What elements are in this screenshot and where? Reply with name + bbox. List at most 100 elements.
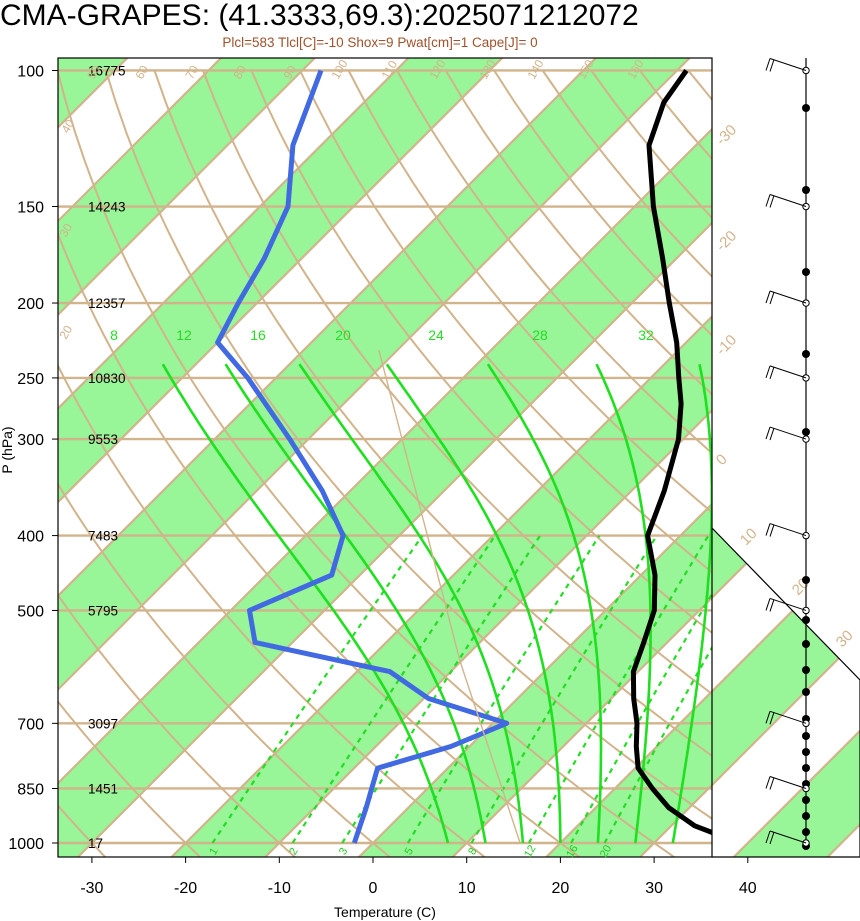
- wind-barb-shaft: [769, 710, 807, 724]
- pressure-tick-label: 1000: [8, 836, 44, 853]
- mixing-ratio-label: 1: [207, 846, 220, 857]
- wind-barb-shaft: [769, 523, 807, 537]
- mixing-ratio-line: [470, 535, 658, 844]
- wind-barb-flag: [769, 59, 775, 72]
- dry-adiabat: [58, 363, 487, 857]
- chart-title: CMA-GRAPES: (41.3333,69.3):2025071212072: [0, 0, 639, 32]
- wind-level-dot: [802, 796, 810, 804]
- top-isotherm-label: 70: [182, 63, 201, 82]
- pressure-tick-label: 300: [17, 432, 44, 449]
- isotherm: [58, 58, 847, 857]
- temperature-tick-label: 10: [458, 880, 476, 897]
- wind-barb-flag: [769, 427, 775, 441]
- wind-barb-flag: [769, 599, 775, 612]
- pressure-tick-label: 150: [17, 200, 44, 217]
- isotherm: [685, 58, 860, 857]
- isotherm-label: -10: [713, 331, 740, 358]
- height-label: 9553: [88, 432, 118, 447]
- wind-level-dot: [802, 268, 810, 276]
- wind-barb-flag: [765, 426, 771, 440]
- isotherm: [498, 58, 860, 857]
- wind-level-dot: [802, 640, 810, 648]
- wind-barb-shaft: [769, 365, 807, 379]
- pressure-tick-label: 700: [17, 716, 44, 733]
- isotherm-band: [499, 58, 860, 857]
- height-label: 14243: [88, 200, 126, 215]
- isotherm: [217, 58, 860, 857]
- wind-barb-shaft: [769, 776, 807, 789]
- x-axis-label: Temperature (C): [334, 904, 436, 920]
- wind-barb-flag: [765, 711, 771, 724]
- moist-adiabat: [161, 363, 450, 844]
- wind-level-dot: [802, 576, 810, 584]
- wind-barb-flag: [765, 58, 771, 71]
- height-label: 16775: [88, 63, 126, 78]
- temperature-tick-label: 40: [739, 880, 757, 897]
- wind-level-marker: [802, 66, 810, 75]
- wind-barb-flag: [765, 830, 771, 844]
- mixing-ratio-line: [527, 535, 710, 844]
- isotherm: [58, 58, 472, 857]
- wind-barb-flag: [765, 365, 771, 379]
- top-isotherm-label: 140: [524, 57, 546, 82]
- pressure-tick-label: 500: [17, 603, 44, 620]
- wind-level-dot: [802, 186, 810, 194]
- moist-adiabat-label: 24: [428, 327, 444, 343]
- isotherm-label: -30: [713, 121, 740, 148]
- height-label: 3097: [88, 716, 118, 731]
- wind-level-dot: [802, 104, 810, 112]
- height-label: 1451: [88, 781, 118, 796]
- top-isotherm-label: 100: [328, 57, 350, 82]
- isotherm: [58, 58, 659, 857]
- plot-frame: [57, 57, 713, 858]
- top-isotherm-label: 50: [84, 63, 103, 82]
- moist-adiabat: [224, 363, 487, 844]
- isotherm: [58, 58, 566, 857]
- top-isotherm-label: 80: [230, 63, 249, 82]
- dry-adiabat: [58, 231, 582, 857]
- wind-level-dot: [802, 828, 810, 836]
- wind-barb-flag: [769, 777, 775, 790]
- wind-level-dot: [802, 616, 810, 624]
- temperature-tick-label: -10: [268, 880, 291, 897]
- pressure-tick-label: 250: [17, 371, 44, 388]
- temperature-tick-label: -20: [174, 880, 197, 897]
- moist-adiabat: [385, 363, 562, 843]
- temperature-tick-label: 30: [645, 880, 663, 897]
- wind-level-dot: [802, 688, 810, 696]
- wind-barb-flag: [765, 598, 771, 611]
- temperature-tick-label: 20: [552, 880, 570, 897]
- pressure-tick-label: 200: [17, 296, 44, 313]
- temperature-tick-label: 0: [369, 880, 378, 897]
- pressure-tick-label: 400: [17, 529, 44, 546]
- wind-barb-flag: [765, 776, 771, 789]
- isotherm-band: [58, 58, 378, 857]
- wind-level-dot: [802, 812, 810, 820]
- dry-adiabat: [250, 70, 712, 634]
- dry-adiabat: [58, 700, 202, 857]
- dry-adiabat: [58, 482, 392, 857]
- pressure-tick-label: 100: [17, 63, 44, 80]
- chart-subtitle: Plcl=583 Tlcl[C]=-10 Shox=9 Pwat[cm]=1 C…: [222, 35, 538, 50]
- wind-barb-flag: [769, 524, 775, 537]
- mixing-ratio-label: 3: [337, 846, 350, 857]
- temperature-profile: [630, 69, 712, 836]
- wind-level-dot: [802, 748, 810, 756]
- wind-barb-shaft: [769, 290, 807, 304]
- moist-adiabat-label: 28: [532, 327, 548, 343]
- dry-adiabat: [58, 593, 297, 857]
- moist-adiabat: [486, 363, 603, 844]
- dry-adiabat: [444, 69, 712, 396]
- dry-adiabat: [299, 70, 712, 574]
- mixing-ratio-label: 12: [522, 843, 539, 860]
- moist-adiabat: [595, 363, 652, 844]
- isotherm-band: [58, 58, 752, 857]
- wind-panel-frame: [711, 527, 860, 857]
- mixing-ratio-label: 5: [403, 846, 416, 857]
- wind-barb-flag: [765, 523, 771, 536]
- wind-barb-shaft: [769, 597, 807, 611]
- wind-barb-shaft: [769, 194, 807, 207]
